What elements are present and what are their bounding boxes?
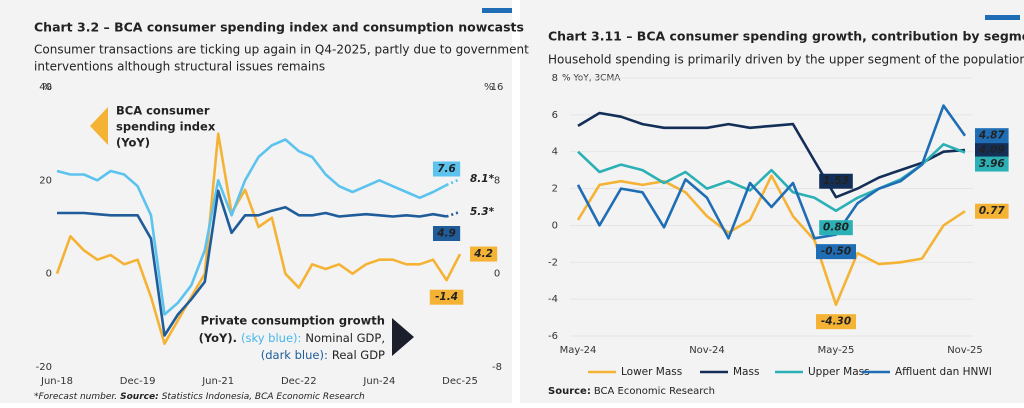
- annotation: spending index: [116, 120, 216, 134]
- annotation-part: (YoY).: [199, 331, 237, 345]
- y-tick-label: 4: [552, 147, 558, 158]
- y-tick-label: -6: [548, 331, 558, 342]
- x-tick-label: Jun-24: [362, 376, 395, 387]
- annotation-part: (sky blue):: [241, 331, 301, 345]
- y2-tick-label: 8: [494, 175, 500, 186]
- source-part: Source:: [548, 386, 591, 397]
- x-tick-label: May-25: [818, 345, 855, 356]
- annotation-part: Nominal GDP,: [305, 331, 385, 345]
- y-tick-label: 2: [552, 184, 558, 195]
- y-axis-unit: %: [42, 82, 52, 93]
- value-label: 0.80: [823, 222, 849, 234]
- y2-axis-unit: %: [484, 82, 494, 93]
- y-tick-label: -4: [548, 294, 558, 305]
- value-label-box: [975, 142, 1009, 158]
- value-label-box: [470, 246, 498, 262]
- y-tick-label: 0: [46, 269, 52, 280]
- annotation: BCA consumer: [116, 104, 210, 118]
- y-tick-label: 0: [552, 220, 558, 231]
- y-axis-unit: % YoY, 3CMA: [562, 74, 621, 84]
- series-line: [576, 104, 967, 240]
- annotation: Private consumption growth: [201, 314, 385, 328]
- y2-tick-label: 0: [494, 269, 500, 280]
- value-label-box: [975, 203, 1009, 219]
- accent-bar: [482, 8, 512, 13]
- value-label: -0.50: [821, 246, 851, 258]
- value-label-box: [432, 161, 461, 177]
- footnote-part: *Forecast number.: [34, 392, 117, 402]
- annotation-arrow: [392, 318, 414, 356]
- series-line: [57, 189, 447, 337]
- x-tick-label: Dec-25: [442, 376, 478, 387]
- y-tick-label: -20: [36, 362, 52, 373]
- y2-tick-label: -8: [492, 362, 502, 373]
- value-label: 5.3*: [470, 206, 495, 218]
- series-line: [55, 132, 462, 345]
- x-tick-label: Dec-19: [120, 376, 156, 387]
- annotation-part: Real GDP: [332, 348, 385, 362]
- legend-label: Lower Mass: [621, 366, 682, 378]
- value-label-box: [816, 314, 856, 330]
- source: Source: BCA Economic Research: [548, 386, 715, 397]
- chart-title: Chart 3.11 – BCA consumer spending growt…: [548, 29, 1024, 44]
- value-label: -4.30: [821, 316, 851, 328]
- value-label-box: [819, 173, 853, 189]
- legend-label: Mass: [733, 366, 759, 378]
- series-line: [577, 111, 966, 199]
- value-label: 7.6: [437, 163, 456, 175]
- y-tick-label: -2: [548, 257, 558, 268]
- x-tick-label: Dec-22: [281, 376, 317, 387]
- footnote-part: Statistics Indonesia, BCA Economic Resea…: [162, 392, 365, 402]
- chart-title: Chart 3.2 – BCA consumer spending index …: [34, 20, 524, 35]
- annotation-part: (dark blue):: [261, 348, 328, 362]
- annotation: (YoY): [116, 136, 150, 150]
- y2-tick-label: 16: [491, 82, 504, 93]
- chart-subtitle: Consumer transactions are ticking up aga…: [34, 43, 529, 57]
- y-tick-label: 6: [552, 110, 558, 121]
- accent-bar: [985, 15, 1020, 20]
- value-label: 1.53: [823, 175, 849, 187]
- series-line: [577, 143, 966, 212]
- series-line: [56, 138, 448, 316]
- series-line: [576, 174, 966, 306]
- forecast-line: [446, 210, 461, 218]
- annotation: (YoY). (sky blue): Nominal GDP,: [199, 331, 385, 345]
- value-label: 4.09: [978, 144, 1005, 156]
- value-label: 8.1*: [470, 173, 495, 185]
- value-label: 4.87: [978, 130, 1006, 142]
- x-tick-label: Nov-24: [689, 345, 725, 356]
- x-tick-label: Jun-21: [201, 376, 234, 387]
- annotation-arrow: [90, 107, 108, 145]
- source-part: BCA Economic Research: [594, 386, 715, 397]
- y-tick-label: 40: [39, 82, 52, 93]
- value-label-box: [975, 128, 1009, 144]
- legend-label: Upper Mass: [808, 366, 870, 378]
- value-label-box: [432, 226, 461, 241]
- footnote-part: Source:: [120, 392, 159, 402]
- x-tick-label: May-24: [560, 345, 597, 356]
- left-panel: [0, 0, 512, 403]
- value-label: 0.77: [979, 205, 1006, 217]
- value-label: 4.2: [473, 248, 493, 260]
- legend-label: Affluent dan HNWI: [895, 366, 992, 378]
- y-tick-label: 8: [552, 73, 558, 84]
- value-label: 3.96: [979, 158, 1005, 170]
- chart-subtitle: Household spending is primarily driven b…: [548, 53, 1024, 67]
- value-label: 4.9: [436, 228, 456, 240]
- value-label: -1.4: [435, 291, 458, 303]
- value-label-box: [429, 289, 464, 305]
- chart-subtitle: interventions although structural issues…: [34, 60, 325, 74]
- x-tick-label: Nov-25: [947, 345, 983, 356]
- x-tick-label: Jun-18: [40, 376, 73, 387]
- footnote: *Forecast number. Source: Statistics Indon…: [34, 392, 365, 402]
- annotation: (dark blue): Real GDP: [261, 348, 385, 362]
- value-label-box: [819, 220, 853, 236]
- value-label-box: [816, 244, 856, 260]
- y-tick-label: 20: [39, 175, 52, 186]
- value-label-box: [975, 156, 1009, 172]
